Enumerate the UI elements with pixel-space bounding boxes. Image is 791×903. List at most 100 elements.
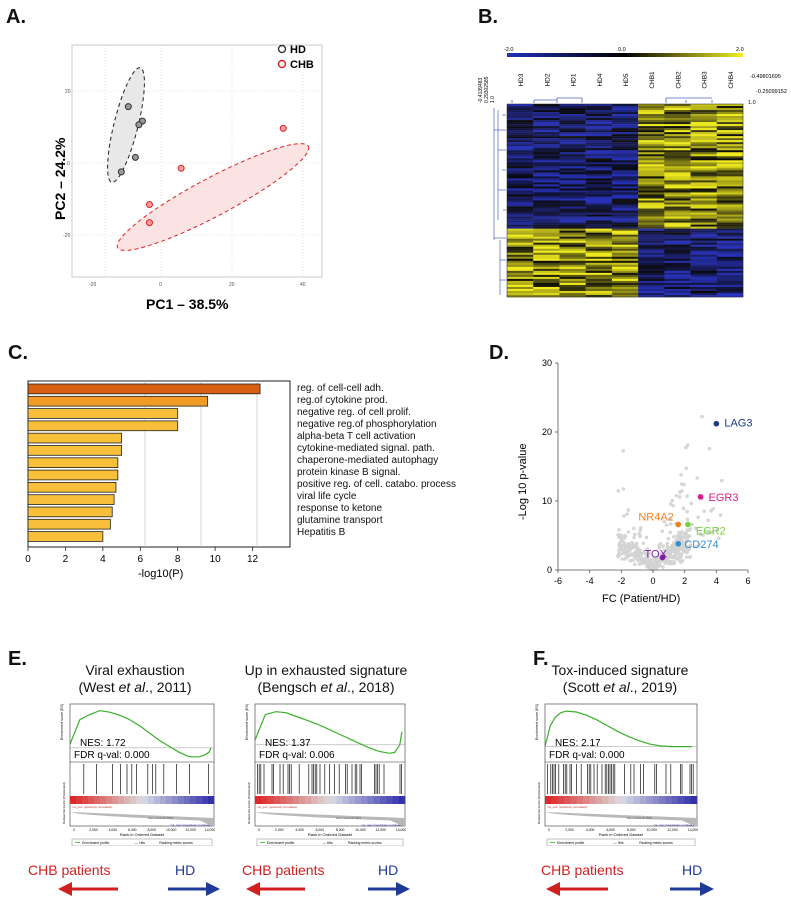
gsea-rank-ylabel: Ranked list metric (PreRanked): [62, 782, 66, 824]
pca-point-hd: [124, 103, 132, 111]
heatmap-cell: [559, 122, 586, 125]
heatmap-cell: [638, 152, 665, 155]
heatmap-cell: [507, 120, 534, 123]
gsea-rank-bar: [202, 796, 209, 804]
volcano-point: [621, 487, 626, 491]
volcano-point: [649, 565, 653, 570]
heatmap-cell: [559, 220, 586, 223]
left-label-3: 1.0: [490, 96, 496, 103]
heatmap-cell: [664, 180, 691, 183]
chb-arrow-icon: [246, 882, 305, 896]
volcano-point: [625, 512, 629, 516]
heatmap-cell: [559, 130, 586, 133]
heatmap-cell: [507, 112, 534, 115]
heatmap-cell: [507, 178, 534, 181]
pca-point-hd: [131, 153, 139, 161]
gsea-zero-cross: Zero cross at 7183: [627, 816, 652, 820]
go-bar-chart: 0 2 4 6 8 10 12 -log10(P): [25, 380, 291, 580]
heatmap-cell: [585, 114, 613, 117]
heatmap-cell: [559, 214, 586, 217]
heatmap-cell: [585, 128, 613, 131]
heatmap-cell: [716, 280, 744, 284]
heatmap-cell: [716, 238, 744, 241]
heatmap-cell: [664, 212, 691, 215]
heatmap-cell: [664, 112, 691, 115]
heatmap-cell: [507, 162, 534, 165]
heatmap-cell: [664, 152, 691, 155]
heatmap-cell: [716, 160, 744, 163]
heatmap-cell: [507, 254, 534, 257]
heatmap-cell: [690, 216, 717, 219]
heatmap-cell: [716, 108, 744, 111]
heatmap-cell: [559, 292, 586, 296]
heatmap-cell: [507, 124, 534, 127]
heatmap-cell: [716, 254, 744, 257]
heatmap-cell: [690, 234, 717, 237]
heatmap-cell: [611, 166, 639, 169]
heatmap-cell: [716, 274, 744, 278]
gsea-rank-bar: [88, 796, 95, 804]
heatmap-cell: [690, 224, 717, 227]
heatmap-border: [506, 103, 744, 298]
pca-ytick: 20: [65, 89, 71, 95]
heatmap-cell: [559, 184, 586, 187]
heatmap-cell: [533, 234, 560, 237]
volcano-point: [657, 562, 661, 566]
heatmap-cell: [716, 170, 744, 173]
heatmap-cell: [638, 294, 665, 298]
heatmap-cell: [533, 284, 560, 288]
heatmap-cell: [559, 196, 586, 199]
panel-letter-b: B.: [478, 6, 498, 28]
heatmap-cell: [690, 242, 717, 245]
heatmap-cell: [585, 242, 613, 245]
heatmap-cell: [585, 156, 613, 159]
heatmap-cell: [638, 114, 665, 117]
gsea-legend-hits: — Hits: [135, 841, 145, 845]
heatmap-cell: [638, 200, 665, 203]
heatmap-cell: [690, 252, 717, 255]
heatmap-cell: [664, 236, 691, 239]
gsea-xtick: 14,000: [688, 828, 698, 832]
heatmap-cell: [716, 266, 744, 270]
heatmap-cell: [559, 284, 586, 288]
gsea-rank-bar: [196, 796, 203, 804]
volcano-point: [622, 552, 626, 556]
volcano-point-nr4a2: [675, 521, 682, 528]
heatmap-cell: [664, 108, 691, 111]
heatmap-cell: [664, 292, 691, 296]
heatmap-cell: [507, 208, 534, 211]
heatmap-cell: [507, 202, 534, 205]
gsea-legend-box: [256, 838, 404, 846]
heatmap-cell: [507, 172, 534, 175]
gsea-legend-box: [546, 838, 696, 846]
volcano-ticks: -6 -4 -2 0 2 4 6 0 10 20 30: [542, 358, 751, 586]
heatmap-cell: [533, 198, 560, 201]
heatmap-cell: [559, 158, 586, 161]
heatmap-cell: [533, 130, 560, 133]
heatmap-cell: [664, 254, 691, 257]
volcano-label-tox: TOX: [645, 549, 668, 561]
heatmap-cell: [585, 154, 613, 157]
volcano-point: [693, 526, 698, 531]
volcano-point: [674, 556, 678, 560]
heatmap-cell: [664, 178, 691, 181]
volcano-point: [635, 556, 640, 561]
heatmap-cell: [533, 240, 560, 243]
heatmap-cell: [533, 202, 560, 205]
left-label-2: 0.29302585: [484, 76, 490, 103]
heatmap-cell: [585, 280, 613, 284]
gsea-rank-bar: [273, 796, 281, 804]
heatmap-cell: [690, 264, 717, 268]
heatmap-cell: [507, 142, 534, 145]
volcano-point: [666, 553, 670, 558]
heatmap-cell: [716, 196, 744, 199]
heatmap-cell: [507, 246, 534, 249]
heatmap-cell: [611, 236, 639, 239]
heatmap-cell: [533, 138, 560, 141]
heatmap-cell: [559, 170, 586, 173]
gsea-fdr: FDR q-val: 0.006: [259, 750, 335, 761]
heatmap-cell: [533, 260, 560, 264]
heatmap-cell: [716, 234, 744, 237]
sample-label: CHB4: [728, 71, 735, 89]
heatmap-cell: [638, 172, 665, 175]
